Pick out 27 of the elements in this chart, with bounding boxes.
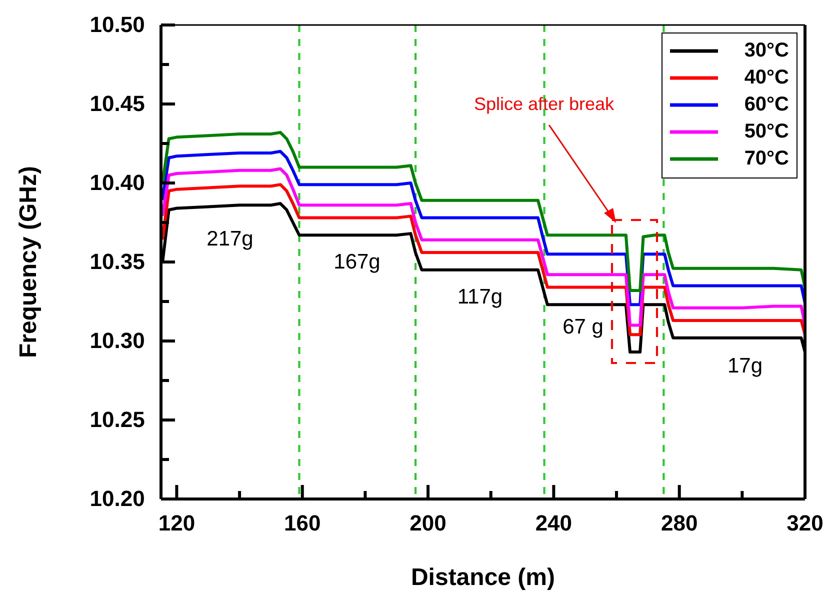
- x-tick-label: 200: [410, 510, 446, 536]
- annotation: 17g: [727, 354, 763, 378]
- legend-label: 70°C: [744, 147, 789, 170]
- x-tick-label: 160: [284, 510, 321, 536]
- x-tick-label: 280: [660, 510, 698, 536]
- x-axis-title: Distance (m): [410, 564, 556, 591]
- y-tick-label: 10.20: [90, 486, 145, 512]
- legend-label: 50°C: [744, 120, 789, 142]
- annotation: 67 g: [562, 316, 604, 339]
- line-series: [161, 183, 806, 336]
- y-tick-label: 10.45: [90, 91, 145, 116]
- y-tick-label: 10.30: [90, 328, 145, 354]
- annotation: 217g: [206, 228, 254, 251]
- legend-label: 30°C: [744, 39, 789, 62]
- legend-label: 60°C: [744, 93, 789, 116]
- y-tick-label: 10.50: [90, 12, 145, 38]
- x-tick-label: 120: [158, 510, 196, 536]
- legend-label: 40°C: [744, 66, 789, 88]
- y-tick-label: 10.40: [90, 170, 145, 196]
- annotation: Splice after break: [474, 94, 616, 114]
- annotation: 117g: [457, 286, 503, 309]
- y-axis-title: Frequency (GHz): [15, 166, 42, 358]
- y-tick-label: 10.35: [90, 249, 145, 274]
- annotation: 167g: [334, 250, 380, 274]
- x-tick-label: 320: [786, 510, 824, 536]
- y-tick-label: 10.25: [90, 407, 145, 432]
- x-tick-label: 240: [535, 510, 572, 536]
